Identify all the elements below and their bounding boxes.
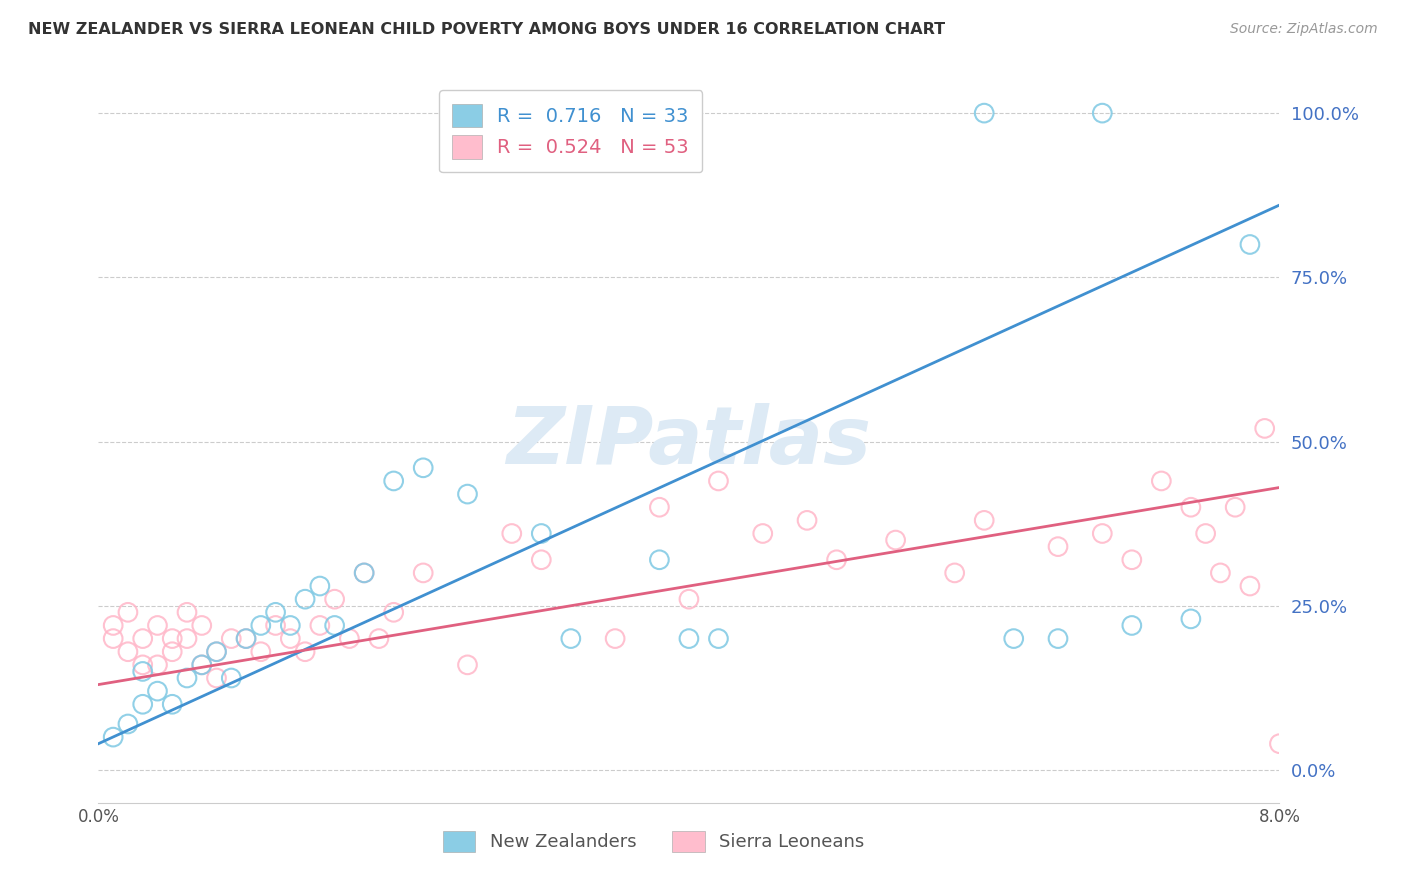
Point (752, 526, 775, 541)
Point (1254, 421, 1277, 435)
Point (176, 632, 198, 646)
Point (560, 632, 582, 646)
Point (368, 632, 391, 646)
Point (176, 671, 198, 685)
Point (382, 474, 405, 488)
Point (205, 671, 228, 685)
Point (132, 698, 155, 712)
Point (1268, 737, 1291, 751)
Point (973, 106, 995, 120)
Point (146, 618, 169, 632)
Point (1150, 474, 1173, 488)
Point (943, 566, 966, 580)
Point (191, 618, 214, 632)
Point (309, 618, 332, 632)
Point (530, 553, 553, 567)
Point (1209, 566, 1232, 580)
Point (1046, 540, 1070, 554)
Point (103, 730, 125, 744)
Point (825, 553, 848, 567)
Point (382, 605, 405, 619)
Text: Source: ZipAtlas.com: Source: ZipAtlas.com (1230, 22, 1378, 37)
Point (1002, 632, 1025, 646)
Point (1046, 632, 1070, 646)
Point (1239, 579, 1261, 593)
Point (353, 566, 375, 580)
Point (132, 657, 155, 672)
Legend: New Zealanders, Sierra Leoneans: New Zealanders, Sierra Leoneans (436, 823, 872, 859)
Point (103, 618, 125, 632)
Point (973, 513, 995, 527)
Point (132, 665, 155, 679)
Point (323, 618, 346, 632)
Point (205, 645, 228, 659)
Point (339, 632, 361, 646)
Point (1180, 612, 1202, 626)
Point (457, 657, 479, 672)
Text: NEW ZEALANDER VS SIERRA LEONEAN CHILD POVERTY AMONG BOYS UNDER 16 CORRELATION CH: NEW ZEALANDER VS SIERRA LEONEAN CHILD PO… (28, 22, 945, 37)
Point (117, 645, 139, 659)
Point (707, 474, 730, 488)
Point (1195, 526, 1218, 541)
Point (103, 632, 125, 646)
Point (678, 592, 700, 607)
Point (323, 592, 346, 607)
Point (353, 566, 375, 580)
Point (1180, 500, 1202, 515)
Point (412, 566, 434, 580)
Point (796, 513, 818, 527)
Point (280, 618, 302, 632)
Point (221, 671, 243, 685)
Point (162, 632, 183, 646)
Point (1121, 553, 1143, 567)
Point (309, 579, 332, 593)
Point (457, 487, 479, 501)
Point (648, 553, 671, 567)
Point (530, 526, 553, 541)
Point (146, 684, 169, 698)
Point (162, 645, 183, 659)
Point (235, 632, 257, 646)
Point (884, 533, 907, 547)
Point (1121, 618, 1143, 632)
Point (605, 632, 627, 646)
Point (264, 605, 287, 619)
Point (117, 717, 139, 731)
Point (176, 605, 198, 619)
Point (264, 618, 287, 632)
Point (678, 632, 700, 646)
Point (412, 460, 434, 475)
Point (250, 645, 273, 659)
Point (1239, 237, 1261, 252)
Point (117, 605, 139, 619)
Point (1225, 500, 1247, 515)
Point (221, 632, 243, 646)
Point (191, 657, 214, 672)
Point (294, 592, 316, 607)
Point (146, 657, 169, 672)
Point (280, 632, 302, 646)
Point (707, 632, 730, 646)
Point (1091, 526, 1114, 541)
Text: ZIPatlas: ZIPatlas (506, 402, 872, 481)
Point (162, 698, 183, 712)
Point (191, 657, 214, 672)
Point (235, 632, 257, 646)
Point (648, 500, 671, 515)
Point (294, 645, 316, 659)
Point (132, 632, 155, 646)
Point (501, 526, 523, 541)
Point (250, 618, 273, 632)
Point (205, 645, 228, 659)
Point (1091, 106, 1114, 120)
